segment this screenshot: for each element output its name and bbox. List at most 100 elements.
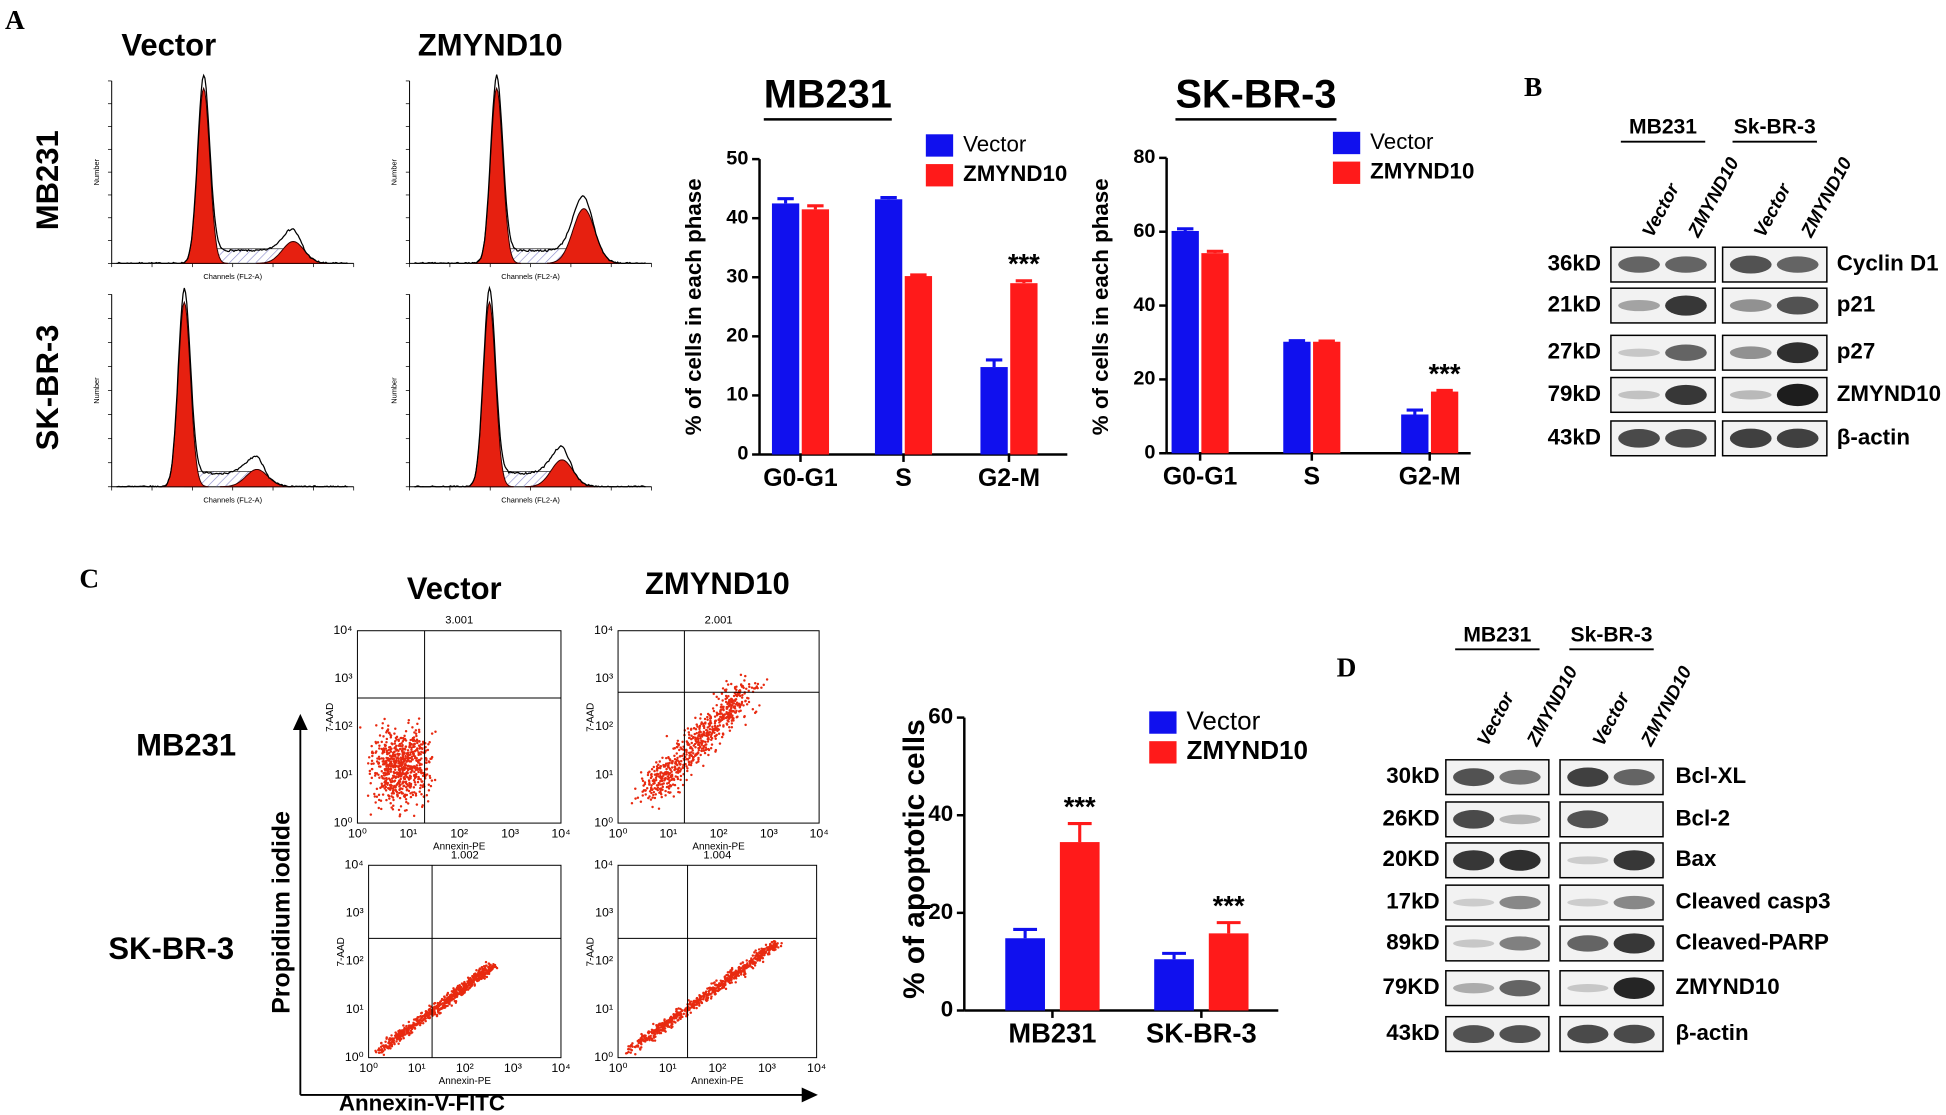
event-dot [384,782,387,785]
event-dot [773,942,776,946]
blot-band [1453,898,1495,907]
blot-band [1499,1025,1541,1044]
event-dot [359,726,362,729]
event-dot [379,786,382,790]
event-dot [371,754,374,758]
event-dot [370,759,374,763]
event-dot [396,775,400,779]
event-dot [758,704,761,707]
event-dot [745,687,748,691]
event-dot [739,969,743,973]
event-dot [712,709,716,713]
event-dot [639,800,643,803]
event-dot [658,787,662,791]
event-dot [658,760,661,763]
y-tick-label: 20 [928,899,953,924]
event-dot [368,772,372,776]
group-header: Sk-BR-3 [1571,623,1653,646]
blot-band [1567,1024,1609,1044]
event-dot [754,949,757,952]
event-dot [701,994,705,998]
event-dot [455,990,458,994]
event-dot [482,973,485,976]
event-dot [382,1053,386,1057]
event-dot [667,763,670,767]
hist-y-label: Number [92,377,101,404]
event-dot [484,964,488,967]
event-dot [484,960,488,964]
event-dot [391,743,394,746]
event-dot [739,973,743,976]
bar [801,209,830,455]
event-dot [725,679,728,683]
size-label: 27kD [1548,339,1601,364]
event-dot [402,780,406,784]
y-tick-label: 40 [928,801,953,826]
legend-swatch [925,134,954,157]
legend-label: ZMYND10 [1370,159,1474,184]
event-dot [488,965,491,969]
event-dot [660,793,663,796]
event-dot [646,771,650,775]
event-dot [408,741,412,745]
blot-band [1499,849,1541,871]
protein-label: p21 [1837,291,1875,316]
event-dot [482,964,486,968]
event-dot [424,1019,427,1023]
y-tick-label: 0 [737,443,748,465]
event-dot [647,780,651,783]
event-dot [393,771,397,775]
lane-label: Vector [1472,687,1518,749]
event-dot [669,785,672,788]
event-dot [485,972,489,975]
event-dot [656,1027,659,1031]
event-dot [473,976,477,979]
event-dot [737,970,741,973]
event-dot [730,722,734,725]
row-label: SK-BR-3 [30,325,65,451]
blot-band [1729,428,1772,449]
blot-box [1610,376,1716,414]
event-dot [425,773,429,776]
event-dot [711,728,714,731]
event-dot [741,693,744,697]
event-dot [768,952,771,956]
event-dot [398,770,402,774]
event-dot [723,982,727,986]
size-label: 43kD [1548,424,1601,449]
y-tick-label: 50 [726,147,748,169]
event-dot [713,715,717,718]
event-dot [416,722,419,726]
event-dot [639,771,643,774]
event-dot [714,737,717,740]
event-dot [397,765,400,768]
event-dot [650,775,653,778]
hist-x-label: Channels (FL2-A) [203,495,262,504]
event-dot [398,788,401,792]
event-dot [666,1025,670,1028]
event-dot [672,795,676,798]
annotation: *** [1064,791,1096,822]
event-dot [375,787,379,791]
event-dot [397,762,400,765]
event-dot [450,1004,453,1007]
event-dot [732,694,736,698]
bar [771,203,800,455]
event-dot [660,795,663,799]
event-dot [373,792,376,796]
event-dot [384,1040,387,1044]
event-dot [653,769,656,773]
event-dot [384,747,388,750]
event-dot [446,1004,449,1008]
x-tick-label: S [895,465,912,492]
event-dot [422,751,425,754]
event-dot [699,717,702,720]
event-dot [647,1031,650,1035]
event-dot [720,692,724,696]
event-dot [408,745,411,748]
protein-label: Cyclin D1 [1837,251,1939,276]
event-dot [649,788,653,791]
event-dot [410,1031,414,1034]
scatter-y-tick: 10³ [595,906,613,920]
event-dot [627,1045,630,1048]
